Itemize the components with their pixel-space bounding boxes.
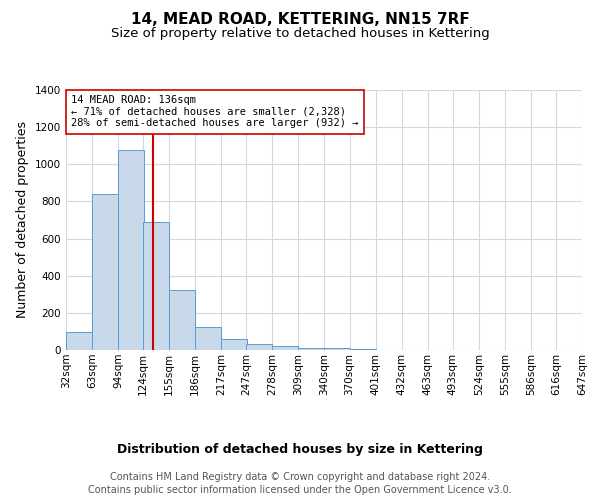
Bar: [350, 349, 376, 350]
Bar: [195, 327, 221, 350]
Bar: [325, 348, 350, 350]
Bar: [143, 222, 169, 350]
Bar: [247, 344, 272, 350]
Bar: [92, 194, 118, 350]
Text: 14, MEAD ROAD, KETTERING, NN15 7RF: 14, MEAD ROAD, KETTERING, NN15 7RF: [131, 12, 469, 28]
Text: Contains HM Land Registry data © Crown copyright and database right 2024.: Contains HM Land Registry data © Crown c…: [110, 472, 490, 482]
Text: 14 MEAD ROAD: 136sqm
← 71% of detached houses are smaller (2,328)
28% of semi-de: 14 MEAD ROAD: 136sqm ← 71% of detached h…: [71, 95, 359, 128]
Text: Contains public sector information licensed under the Open Government Licence v3: Contains public sector information licen…: [88, 485, 512, 495]
Text: Distribution of detached houses by size in Kettering: Distribution of detached houses by size …: [117, 442, 483, 456]
Bar: [298, 348, 325, 350]
Bar: [66, 332, 92, 350]
Bar: [272, 346, 298, 350]
Bar: [118, 150, 144, 350]
Text: Size of property relative to detached houses in Kettering: Size of property relative to detached ho…: [110, 28, 490, 40]
Y-axis label: Number of detached properties: Number of detached properties: [16, 122, 29, 318]
Bar: [221, 339, 247, 350]
Bar: [169, 290, 195, 350]
